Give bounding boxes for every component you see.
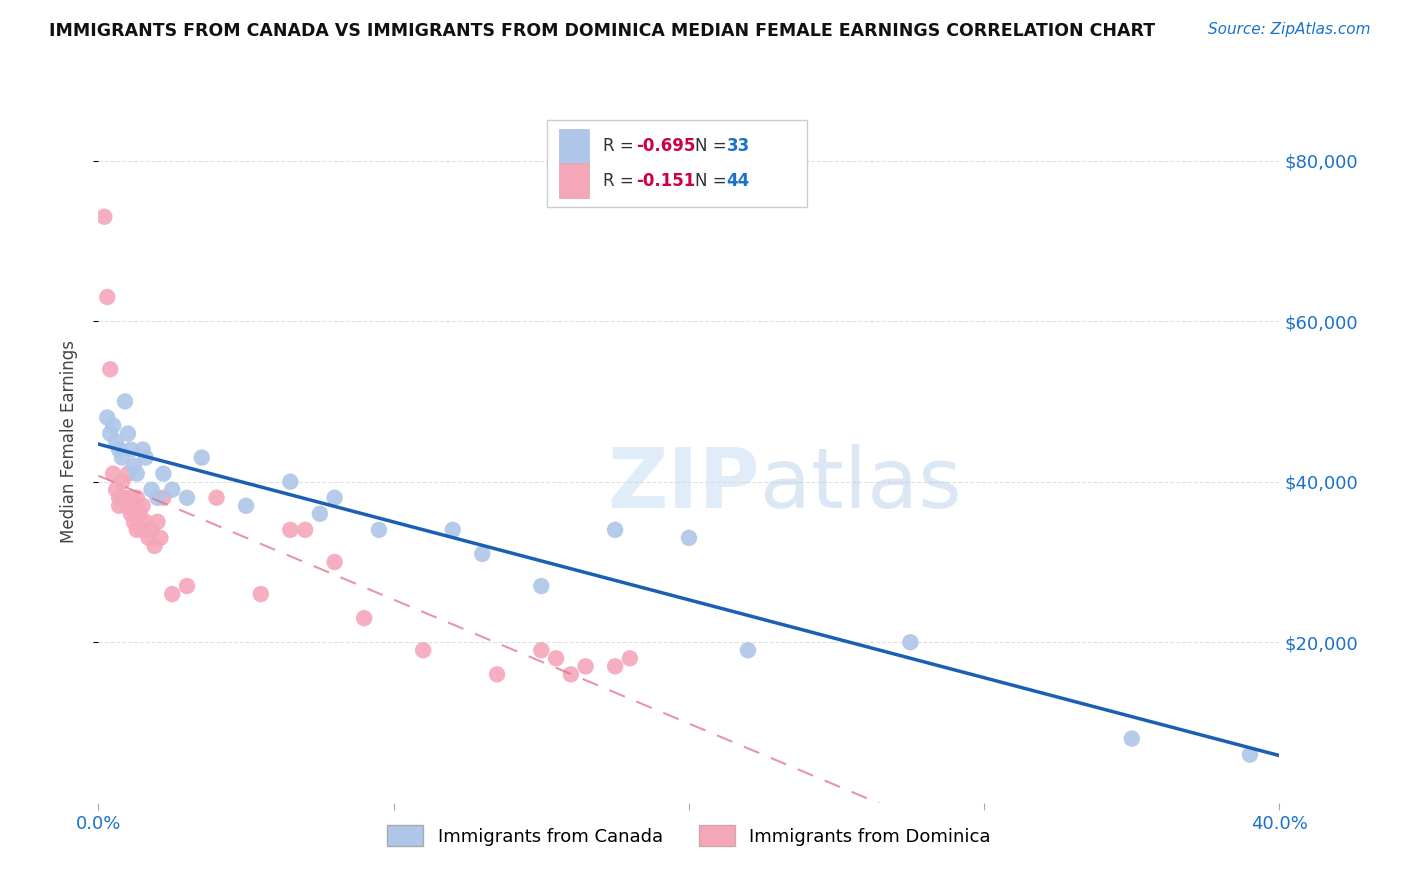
- Point: [546, 651, 568, 665]
- Point: [117, 499, 139, 513]
- FancyBboxPatch shape: [560, 163, 589, 198]
- Point: [108, 442, 131, 457]
- Point: [98, 362, 121, 376]
- Point: [120, 442, 142, 457]
- Point: [111, 450, 134, 465]
- Point: [605, 523, 627, 537]
- Point: [122, 499, 145, 513]
- Text: R =: R =: [603, 137, 638, 155]
- Point: [114, 491, 136, 505]
- Point: [471, 547, 494, 561]
- Point: [108, 491, 131, 505]
- Point: [162, 587, 183, 601]
- Text: N =: N =: [695, 137, 731, 155]
- Text: atlas: atlas: [759, 444, 962, 525]
- Point: [441, 523, 464, 537]
- Text: ZIP: ZIP: [607, 444, 759, 525]
- Point: [105, 483, 128, 497]
- Point: [135, 450, 157, 465]
- Point: [678, 531, 700, 545]
- Point: [176, 491, 198, 505]
- Point: [114, 394, 136, 409]
- Point: [250, 587, 273, 601]
- Point: [619, 651, 641, 665]
- Point: [1239, 747, 1261, 762]
- Text: R =: R =: [603, 172, 644, 190]
- Point: [191, 450, 214, 465]
- Point: [1121, 731, 1143, 746]
- Point: [117, 467, 139, 481]
- Point: [605, 659, 627, 673]
- Text: N =: N =: [695, 172, 731, 190]
- Point: [152, 491, 174, 505]
- Point: [122, 458, 145, 473]
- FancyBboxPatch shape: [547, 120, 807, 207]
- Point: [176, 579, 198, 593]
- Point: [141, 523, 163, 537]
- Point: [103, 467, 125, 481]
- Text: IMMIGRANTS FROM CANADA VS IMMIGRANTS FROM DOMINICA MEDIAN FEMALE EARNINGS CORREL: IMMIGRANTS FROM CANADA VS IMMIGRANTS FRO…: [49, 22, 1156, 40]
- Point: [152, 467, 174, 481]
- Text: Source: ZipAtlas.com: Source: ZipAtlas.com: [1208, 22, 1371, 37]
- Text: -0.695: -0.695: [636, 137, 695, 155]
- Point: [900, 635, 922, 649]
- Point: [111, 475, 134, 489]
- Point: [111, 491, 134, 505]
- Point: [149, 531, 172, 545]
- Point: [120, 491, 142, 505]
- Point: [368, 523, 391, 537]
- Point: [530, 579, 553, 593]
- Point: [309, 507, 332, 521]
- Point: [132, 442, 155, 457]
- Point: [122, 515, 145, 529]
- Point: [141, 483, 163, 497]
- Point: [98, 426, 121, 441]
- Point: [205, 491, 228, 505]
- Point: [132, 499, 155, 513]
- Point: [737, 643, 759, 657]
- Point: [530, 643, 553, 657]
- Point: [105, 434, 128, 449]
- Point: [323, 491, 346, 505]
- Point: [280, 523, 302, 537]
- Point: [96, 410, 118, 425]
- Point: [125, 467, 148, 481]
- Point: [128, 507, 150, 521]
- Point: [120, 507, 142, 521]
- Point: [103, 418, 125, 433]
- Legend: Immigrants from Canada, Immigrants from Dominica: Immigrants from Canada, Immigrants from …: [378, 816, 1000, 855]
- Point: [323, 555, 346, 569]
- Point: [575, 659, 598, 673]
- FancyBboxPatch shape: [560, 128, 589, 163]
- Point: [132, 523, 155, 537]
- Point: [93, 210, 115, 224]
- Point: [96, 290, 118, 304]
- Y-axis label: Median Female Earnings: Median Female Earnings: [59, 340, 77, 543]
- Point: [143, 539, 166, 553]
- Point: [294, 523, 316, 537]
- Point: [412, 643, 434, 657]
- Point: [146, 491, 169, 505]
- Point: [117, 426, 139, 441]
- Point: [560, 667, 582, 681]
- Point: [280, 475, 302, 489]
- Point: [235, 499, 257, 513]
- Point: [125, 491, 148, 505]
- Point: [108, 499, 131, 513]
- Point: [135, 515, 157, 529]
- Point: [125, 523, 148, 537]
- Point: [162, 483, 183, 497]
- Point: [486, 667, 509, 681]
- Text: 44: 44: [727, 172, 749, 190]
- Point: [146, 515, 169, 529]
- Point: [138, 531, 160, 545]
- Point: [353, 611, 375, 625]
- Text: -0.151: -0.151: [636, 172, 695, 190]
- Text: 33: 33: [727, 137, 749, 155]
